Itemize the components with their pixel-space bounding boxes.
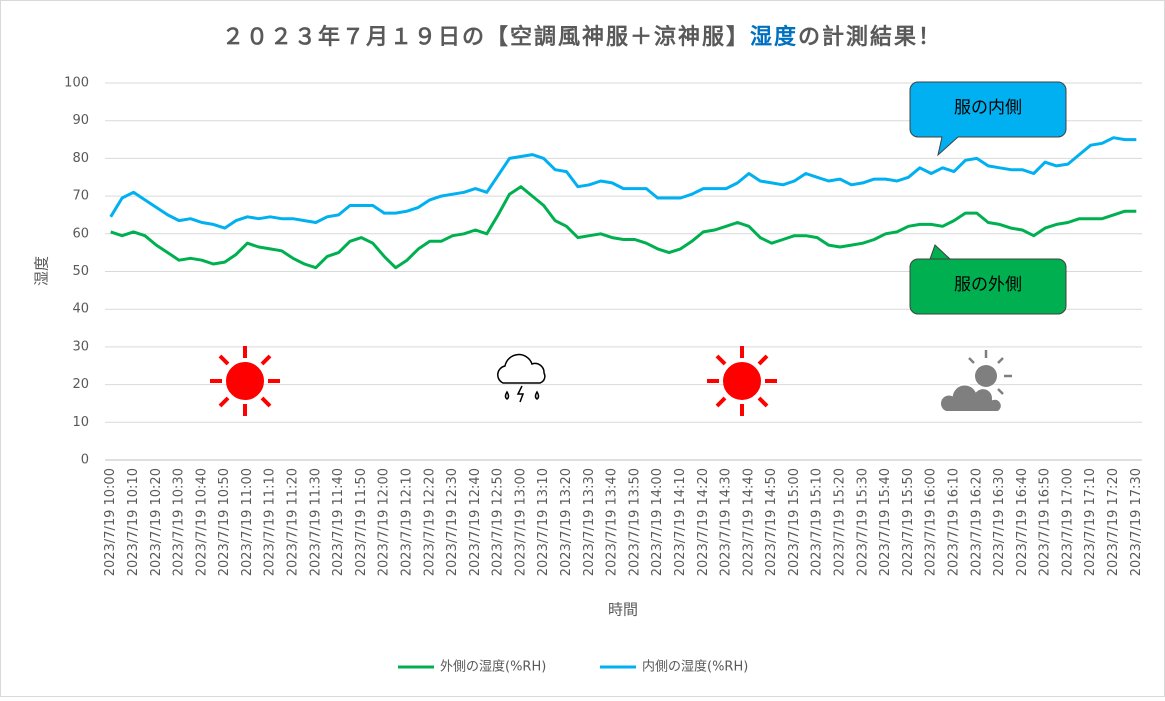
legend: 外側の湿度(%RH) 内側の湿度(%RH) [398,659,748,675]
chart-title: ２０２３年７月１９日の【空調風神服＋涼神服】湿度の計測結果！ [222,24,942,50]
x-tick-label: 2023/7/19 13:20 [559,468,574,576]
plot-area [109,136,1137,270]
x-tick-label: 2023/7/19 13:00 [513,468,528,576]
title-part: ２０２３年７月１９日の【空調風神服＋涼神服】 [222,24,750,50]
title-part: の計測結果！ [798,24,942,50]
x-tick-label: 2023/7/19 16:50 [1038,468,1053,576]
x-tick-label: 2023/7/19 17:10 [1083,468,1098,576]
annotation: 服の内側 [954,98,1022,118]
x-tick-label: 2023/7/19 17:00 [1060,468,1075,576]
y-tick-label: 40 [72,302,89,317]
x-tick-label: 2023/7/19 12:30 [445,468,460,576]
x-tick-label: 2023/7/19 13:40 [605,468,620,576]
sun-icon [707,346,777,416]
x-tick-label: 2023/7/19 14:30 [719,468,734,576]
x-tick-label: 2023/7/19 10:40 [194,468,209,576]
series-line [109,136,1137,230]
x-tick-label: 2023/7/19 17:30 [1129,468,1144,576]
x-tick-label: 2023/7/19 14:00 [650,468,665,576]
x-tick-label: 2023/7/19 13:10 [536,468,551,576]
x-tick-label: 2023/7/19 17:20 [1106,468,1121,576]
legend-label: 外側の湿度(%RH) [440,659,546,675]
x-tick-label: 2023/7/19 10:10 [126,468,141,576]
x-tick-label: 2023/7/19 15:00 [787,468,802,576]
y-tick-label: 100 [64,76,89,91]
y-tick-label: 20 [72,377,89,392]
x-tick-label: 2023/7/19 15:50 [901,468,916,576]
x-tick-label: 2023/7/19 14:40 [741,468,756,576]
x-tick-label: 2023/7/19 11:40 [331,468,346,576]
x-tick-label: 2023/7/19 12:40 [468,468,483,576]
y-tick-label: 10 [72,415,89,430]
y-tick-label: 80 [72,151,89,166]
x-tick-label: 2023/7/19 10:30 [172,468,187,576]
x-tick-label: 2023/7/19 11:30 [308,468,323,576]
x-tick-label: 2023/7/19 16:10 [946,468,961,576]
x-tick-label: 2023/7/19 12:10 [399,468,414,576]
x-tick-label: 2023/7/19 11:10 [263,468,278,576]
y-tick-label: 30 [72,339,89,354]
x-tick-label: 2023/7/19 15:30 [855,468,870,576]
x-tick-label: 2023/7/19 14:50 [764,468,779,576]
x-axis-label: 時間 [608,601,638,619]
callout-outer: 服の外側 [909,244,1067,315]
grid: 0 10 20 30 40 50 60 70 80 90 100 2023/7/19 10:00 202… [64,76,1144,577]
callout-box [909,244,1067,315]
x-tick-label: 2023/7/19 13:30 [582,468,597,576]
x-tick-label: 2023/7/19 15:10 [810,468,825,576]
x-tick-label: 2023/7/19 10:50 [217,468,232,576]
y-tick-label: 60 [72,226,89,241]
x-tick-label: 2023/7/19 13:50 [627,468,642,576]
x-tick-label: 2023/7/19 16:30 [992,468,1007,576]
y-axis-label: 湿度 [33,256,51,286]
x-tick-label: 2023/7/19 16:20 [969,468,984,576]
annotation: 服の外側 [954,275,1022,295]
x-tick-label: 2023/7/19 12:20 [422,468,437,576]
x-tick-label: 2023/7/19 11:00 [240,468,255,576]
x-tick-label: 2023/7/19 15:40 [878,468,893,576]
x-tick-label: 2023/7/19 15:20 [833,468,848,576]
y-tick-label: 70 [72,189,89,204]
x-tick-label: 2023/7/19 16:40 [1015,468,1030,576]
x-tick-label: 2023/7/19 10:20 [149,468,164,576]
x-tick-label: 2023/7/19 12:00 [377,468,392,576]
legend-label: 内側の湿度(%RH) [642,659,748,675]
title-part: 湿度 [750,24,798,50]
x-tick-label: 2023/7/19 10:00 [103,468,118,576]
y-tick-label: 50 [72,264,89,279]
partly-cloudy-icon [939,350,1012,413]
x-tick-label: 2023/7/19 11:20 [286,468,301,576]
y-tick-label: 0 [81,453,89,468]
series-line [110,185,1137,270]
x-tick-label: 2023/7/19 16:00 [924,468,939,576]
x-tick-label: 2023/7/19 14:20 [696,468,711,576]
x-tick-label: 2023/7/19 12:50 [491,468,506,576]
callout-box [909,81,1067,157]
y-tick-label: 90 [72,113,89,128]
x-tick-label: 2023/7/19 14:10 [673,468,688,576]
sun-icon [210,346,280,416]
x-tick-label: 2023/7/19 11:50 [354,468,369,576]
weather-icons [210,346,1012,416]
callout-inner: 服の内側 [909,81,1067,157]
rain-icon [497,353,546,403]
